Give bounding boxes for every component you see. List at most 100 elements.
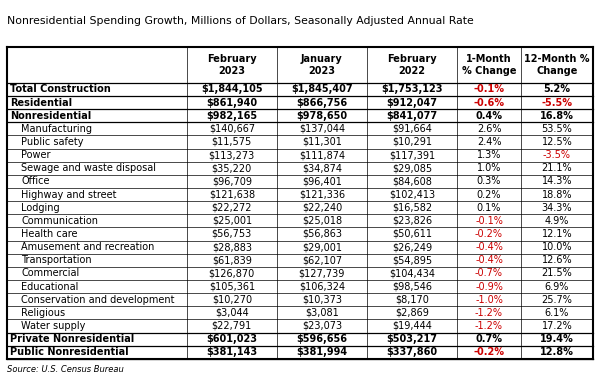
Text: $104,434: $104,434 [389,268,435,278]
Text: $978,650: $978,650 [296,111,347,121]
Text: 1.3%: 1.3% [477,150,501,160]
Text: $337,860: $337,860 [386,347,437,357]
Text: 14.3%: 14.3% [542,176,572,186]
Text: $126,870: $126,870 [209,268,255,278]
Text: Health care: Health care [21,229,77,239]
Text: 4.9%: 4.9% [545,216,569,226]
Text: $1,753,123: $1,753,123 [381,84,443,94]
Text: Residential: Residential [10,97,73,107]
Text: 12-Month %
Change: 12-Month % Change [524,54,590,76]
Text: $54,895: $54,895 [392,255,432,265]
Text: -0.1%: -0.1% [473,84,505,94]
Text: $19,444: $19,444 [392,321,432,331]
Text: Commercial: Commercial [21,268,79,278]
Text: $56,863: $56,863 [302,229,342,239]
Text: $96,709: $96,709 [212,176,252,186]
Text: $91,664: $91,664 [392,124,432,134]
Text: Religious: Religious [21,308,65,318]
Text: Highway and street: Highway and street [21,189,116,199]
Text: $56,753: $56,753 [212,229,252,239]
Text: $10,270: $10,270 [212,295,252,305]
Text: Lodging: Lodging [21,203,59,213]
Text: 18.8%: 18.8% [542,189,572,199]
Text: -1.2%: -1.2% [475,308,503,318]
Text: $503,217: $503,217 [386,334,437,344]
Text: $28,883: $28,883 [212,242,252,252]
Text: $866,756: $866,756 [296,97,347,107]
Text: 6.9%: 6.9% [545,281,569,291]
Text: -0.6%: -0.6% [473,97,505,107]
Text: 17.2%: 17.2% [542,321,572,331]
Text: $121,336: $121,336 [299,189,345,199]
Text: $140,667: $140,667 [209,124,255,134]
Text: $105,361: $105,361 [209,281,255,291]
Text: -1.2%: -1.2% [475,321,503,331]
Text: -0.4%: -0.4% [475,242,503,252]
Text: $912,047: $912,047 [386,97,437,107]
Text: $61,839: $61,839 [212,255,252,265]
Text: $11,301: $11,301 [302,137,342,147]
Text: Educational: Educational [21,281,79,291]
Text: 12.8%: 12.8% [540,347,574,357]
Text: $23,073: $23,073 [302,321,342,331]
Text: $596,656: $596,656 [296,334,347,344]
Text: $26,249: $26,249 [392,242,432,252]
Text: 10.0%: 10.0% [542,242,572,252]
Text: 2.6%: 2.6% [477,124,501,134]
Text: $22,791: $22,791 [212,321,252,331]
Text: Manufacturing: Manufacturing [21,124,92,134]
Text: $117,391: $117,391 [389,150,435,160]
Text: $381,994: $381,994 [296,347,347,357]
Text: -0.4%: -0.4% [475,255,503,265]
Text: Transportation: Transportation [21,255,92,265]
Text: 34.3%: 34.3% [542,203,572,213]
Text: $34,874: $34,874 [302,163,342,173]
Text: $29,085: $29,085 [392,163,432,173]
Text: 0.2%: 0.2% [477,189,501,199]
Text: 6.1%: 6.1% [545,308,569,318]
Text: $29,001: $29,001 [302,242,342,252]
Text: $121,638: $121,638 [209,189,255,199]
Text: Water supply: Water supply [21,321,85,331]
Text: Power: Power [21,150,50,160]
Text: 0.4%: 0.4% [476,111,503,121]
Text: -3.5%: -3.5% [543,150,571,160]
Text: -0.7%: -0.7% [475,268,503,278]
Text: $10,373: $10,373 [302,295,342,305]
Text: $1,845,407: $1,845,407 [291,84,353,94]
Text: $16,582: $16,582 [392,203,432,213]
Text: $861,940: $861,940 [206,97,257,107]
Text: January
2023: January 2023 [301,54,343,76]
Text: 1-Month
% Change: 1-Month % Change [462,54,516,76]
Text: $22,240: $22,240 [302,203,342,213]
Text: $106,324: $106,324 [299,281,345,291]
Text: Office: Office [21,176,49,186]
Text: 0.3%: 0.3% [477,176,501,186]
Text: 16.8%: 16.8% [540,111,574,121]
Text: 5.2%: 5.2% [544,84,571,94]
Text: February
2022: February 2022 [387,54,437,76]
Text: Private Nonresidential: Private Nonresidential [10,334,134,344]
Text: 0.7%: 0.7% [476,334,503,344]
Text: 0.1%: 0.1% [477,203,501,213]
Text: $62,107: $62,107 [302,255,342,265]
Text: -5.5%: -5.5% [541,97,572,107]
Text: $601,023: $601,023 [206,334,257,344]
Text: 12.1%: 12.1% [542,229,572,239]
Text: $84,608: $84,608 [392,176,432,186]
Text: $127,739: $127,739 [299,268,345,278]
Text: Sewage and waste disposal: Sewage and waste disposal [21,163,156,173]
Text: Public safety: Public safety [21,137,83,147]
Text: $35,220: $35,220 [212,163,252,173]
Text: Communication: Communication [21,216,98,226]
Text: Amusement and recreation: Amusement and recreation [21,242,154,252]
Text: Nonresidential: Nonresidential [10,111,91,121]
Text: $25,018: $25,018 [302,216,342,226]
Text: $22,272: $22,272 [212,203,252,213]
Text: February
2023: February 2023 [207,54,257,76]
Text: -0.9%: -0.9% [475,281,503,291]
Text: $25,001: $25,001 [212,216,252,226]
Text: -0.2%: -0.2% [475,229,503,239]
Text: 21.5%: 21.5% [542,268,572,278]
Text: $841,077: $841,077 [386,111,437,121]
